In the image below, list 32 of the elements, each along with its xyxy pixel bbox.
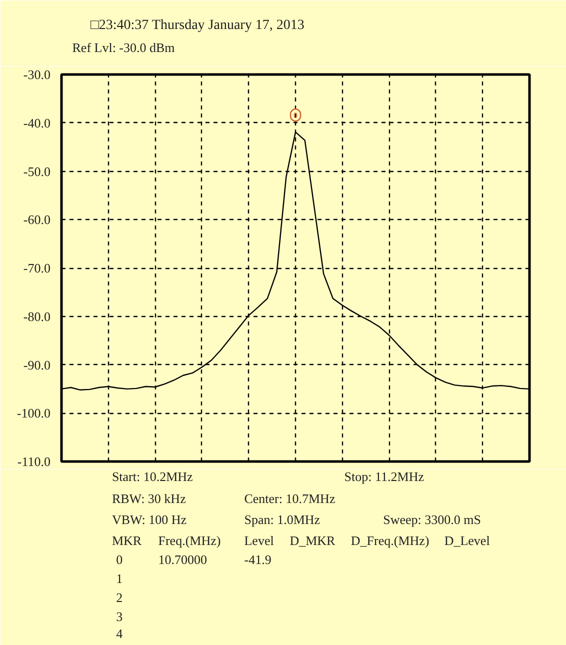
y-tick-label: -80.0 (23, 308, 51, 324)
y-tick-label: -40.0 (23, 115, 51, 130)
text: Stop: 11.2MHz (344, 469, 424, 484)
text: Center: 10.7MHz (244, 491, 336, 506)
text: MKR (112, 533, 142, 548)
chart-subtitle: Ref Lvl: -30.0 dBm (72, 40, 175, 55)
chart-title: □23:40:37 Thursday January 17, 2013 (90, 18, 304, 33)
text: 2 (116, 590, 123, 605)
annotation: 0 (294, 111, 298, 120)
text: RBW: 30 kHz (112, 491, 186, 506)
text: 10.70000 (158, 552, 207, 567)
text: Sweep: 3300.0 mS (383, 512, 482, 527)
y-tick-label: -60.0 (23, 212, 51, 228)
text: Start: 10.2MHz (112, 469, 194, 484)
y-tick-label: -70.0 (23, 260, 51, 276)
text: D_Level (444, 533, 490, 548)
text: 0 (116, 552, 123, 567)
text: 3 (116, 609, 123, 624)
text: VBW: 100 Hz (112, 512, 187, 527)
text: Freq.(MHz) (158, 533, 221, 548)
text: D_MKR (290, 533, 336, 548)
y-tick-label: -30.0 (23, 67, 51, 82)
text: D_Freq.(MHz) (350, 533, 430, 548)
text: Level (244, 533, 274, 548)
text: 1 (116, 571, 123, 586)
text: Span: 1.0MHz (244, 512, 320, 527)
y-tick-label: -90.0 (23, 357, 51, 372)
text: 4 (116, 626, 124, 641)
y-tick-label: -100.0 (16, 406, 51, 421)
text: -41.9 (244, 552, 272, 567)
y-tick-label: -110.0 (17, 454, 51, 469)
y-tick-label: -50.0 (23, 164, 51, 179)
